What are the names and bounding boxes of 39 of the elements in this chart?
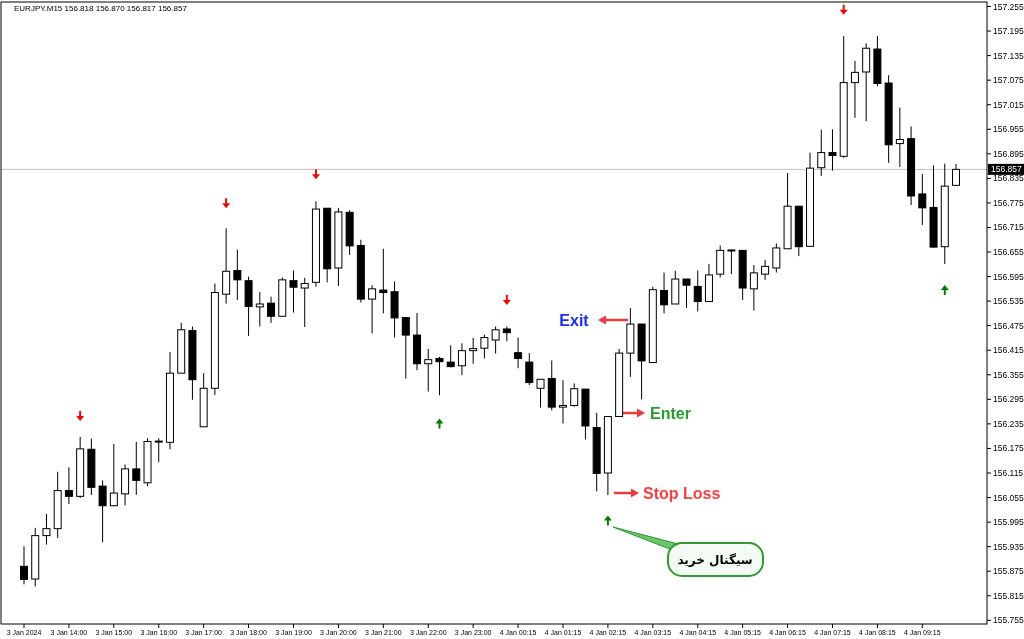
point [311, 169, 320, 180]
y-tick-label: 155.755 [993, 615, 1024, 626]
y-tick-label: 157.075 [993, 75, 1024, 86]
y-tick-label: 156.355 [993, 369, 1024, 380]
y-tick-label: 155.935 [993, 541, 1024, 552]
annotation: Stop Loss [643, 485, 721, 502]
y-tick-label: 156.535 [993, 296, 1024, 307]
y-tick-label: 156.295 [993, 394, 1024, 405]
annotation: Exit [559, 312, 590, 329]
y-tick-label: 156.955 [993, 124, 1024, 135]
y-tick-label: 157.015 [993, 99, 1024, 110]
y-tick-label: 156.775 [993, 197, 1024, 208]
y-tick-label: 155.995 [993, 517, 1024, 528]
y-tick-label: 155.875 [993, 566, 1024, 577]
chart-title: EURJPY.M15 156.818 156.870 156.817 156.857 [14, 4, 188, 13]
point [76, 411, 85, 422]
y-tick-label: 156.835 [993, 173, 1024, 184]
point [603, 515, 612, 526]
y-tick-label: 156.475 [993, 320, 1024, 331]
y-tick-label: 157.135 [993, 50, 1024, 61]
ref-line-label: 156.857 [991, 164, 1022, 175]
point [940, 285, 949, 296]
y-tick-label: 156.415 [993, 345, 1024, 356]
y-tick-label: 156.175 [993, 443, 1024, 454]
annotation: سیگنال خرید [677, 553, 753, 567]
point [222, 198, 231, 209]
y-tick-label: 156.055 [993, 492, 1024, 503]
point [839, 4, 848, 15]
y-tick-label: 156.655 [993, 247, 1024, 258]
y-tick-label: 156.595 [993, 271, 1024, 282]
y-tick-label: 157.255 [993, 1, 1024, 12]
y-tick-label: 156.715 [993, 222, 1024, 233]
y-tick-label: 156.895 [993, 148, 1024, 159]
y-tick-label: 156.115 [993, 468, 1024, 478]
y-tick-label: 155.815 [993, 590, 1024, 601]
point [502, 294, 511, 305]
annotation: Enter [650, 405, 691, 422]
y-tick-label: 157.195 [993, 26, 1024, 37]
y-tick-label: 156.235 [993, 418, 1024, 429]
